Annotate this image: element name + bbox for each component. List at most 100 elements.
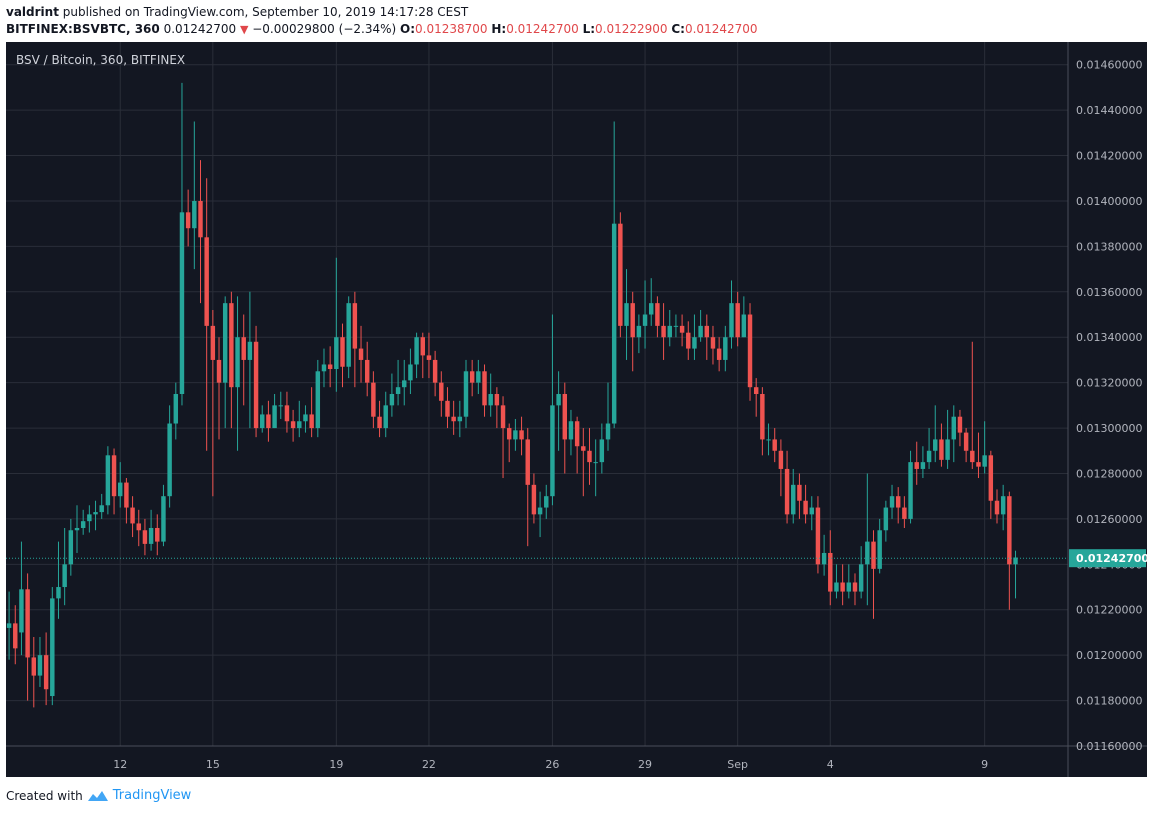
candle-body bbox=[451, 416, 456, 422]
close-value: 0.01242700 bbox=[684, 22, 758, 36]
candle-body bbox=[87, 514, 92, 522]
candle bbox=[710, 325, 716, 365]
close-label: C: bbox=[671, 22, 685, 36]
candle bbox=[828, 530, 833, 606]
candle bbox=[673, 314, 679, 338]
candle-body bbox=[414, 337, 419, 365]
candle bbox=[988, 450, 994, 519]
candle bbox=[531, 473, 537, 524]
candle-body bbox=[741, 314, 747, 338]
publication-line: valdrint published on TradingView.com, S… bbox=[6, 5, 468, 19]
candle-body bbox=[704, 325, 710, 338]
candle bbox=[185, 189, 191, 247]
author-name[interactable]: valdrint bbox=[6, 5, 59, 19]
candle-body bbox=[25, 589, 30, 658]
candle bbox=[290, 409, 296, 442]
candle bbox=[926, 428, 932, 469]
x-tick-label: 29 bbox=[638, 758, 652, 771]
candle-body bbox=[667, 325, 672, 338]
symbol-name[interactable]: BITFINEX:BSVBTC, 360 bbox=[6, 22, 160, 36]
candle-body bbox=[488, 394, 493, 406]
candle bbox=[241, 314, 246, 406]
candle-body bbox=[605, 423, 611, 440]
candle-body bbox=[377, 416, 382, 429]
high-label: H: bbox=[491, 22, 507, 36]
candle bbox=[352, 291, 358, 388]
candle bbox=[574, 416, 580, 474]
price-chart[interactable]: 0.01160000 0.01180000 0.01200000 0.01220000… bbox=[6, 42, 1147, 777]
candle-body bbox=[266, 414, 271, 429]
candle bbox=[895, 487, 901, 524]
candle-body bbox=[630, 303, 635, 338]
candle-body bbox=[784, 468, 790, 515]
candle-body bbox=[655, 303, 660, 326]
candle-body bbox=[167, 423, 172, 497]
candle-body bbox=[908, 462, 913, 519]
candle-body bbox=[408, 364, 413, 381]
candle bbox=[457, 400, 463, 438]
candle bbox=[753, 378, 759, 417]
candle bbox=[982, 421, 987, 474]
candle bbox=[371, 371, 376, 429]
candle bbox=[451, 400, 456, 435]
published-text: published on TradingView.com, September … bbox=[62, 5, 469, 19]
candle-body bbox=[735, 303, 740, 338]
candle bbox=[383, 391, 388, 438]
x-tick-label: 4 bbox=[827, 758, 834, 771]
candle bbox=[136, 509, 141, 547]
tradingview-link[interactable]: TradingView bbox=[112, 788, 192, 803]
candle-body bbox=[352, 303, 358, 349]
candle-body bbox=[766, 439, 771, 441]
candle bbox=[118, 462, 123, 508]
candle bbox=[253, 325, 259, 438]
candle bbox=[1013, 550, 1018, 599]
candle bbox=[772, 428, 777, 463]
candle bbox=[957, 409, 963, 447]
candle bbox=[741, 296, 747, 338]
symbol-info-line: BITFINEX:BSVBTC, 360 0.01242700 ▼ −0.000… bbox=[6, 22, 758, 36]
candle bbox=[62, 527, 67, 606]
candle bbox=[655, 296, 660, 338]
candle-body bbox=[148, 527, 154, 544]
x-tick-label: Sep bbox=[727, 758, 748, 771]
candle-body bbox=[828, 552, 833, 592]
candle bbox=[68, 518, 74, 576]
candle-body bbox=[253, 341, 259, 429]
candle-body bbox=[50, 598, 55, 697]
candle-body bbox=[105, 455, 111, 506]
candle-body bbox=[988, 455, 994, 501]
y-tick-label: 0.01460000 bbox=[1076, 59, 1142, 72]
candle bbox=[432, 350, 438, 397]
candle-body bbox=[587, 450, 592, 463]
candle-body bbox=[865, 541, 870, 565]
candle-body bbox=[229, 303, 234, 388]
candle-body bbox=[469, 371, 475, 383]
candle-body bbox=[247, 341, 253, 360]
candle bbox=[939, 423, 944, 467]
candle bbox=[309, 387, 314, 438]
y-tick-label: 0.01380000 bbox=[1076, 240, 1142, 253]
candle-body bbox=[124, 482, 129, 508]
candle bbox=[513, 418, 518, 451]
candle-body bbox=[686, 332, 691, 349]
candle bbox=[358, 325, 364, 383]
candle bbox=[235, 296, 240, 451]
candle-body bbox=[136, 523, 141, 531]
candle-body bbox=[593, 462, 598, 464]
candle bbox=[858, 546, 864, 599]
chart-title: BSV / Bitcoin, 360, BITFINEX bbox=[16, 53, 185, 67]
created-with-text: Created with bbox=[6, 788, 83, 803]
candle bbox=[142, 518, 148, 556]
candle-body bbox=[747, 314, 753, 388]
candle bbox=[321, 348, 327, 388]
candle bbox=[877, 518, 882, 574]
candle bbox=[618, 212, 623, 338]
candle-body bbox=[895, 496, 901, 508]
candle-body bbox=[642, 314, 648, 326]
candle bbox=[846, 564, 852, 599]
x-tick-label: 26 bbox=[545, 758, 559, 771]
candle bbox=[871, 530, 876, 619]
candle bbox=[519, 416, 524, 456]
candle-body bbox=[290, 421, 296, 429]
candle bbox=[87, 505, 92, 533]
